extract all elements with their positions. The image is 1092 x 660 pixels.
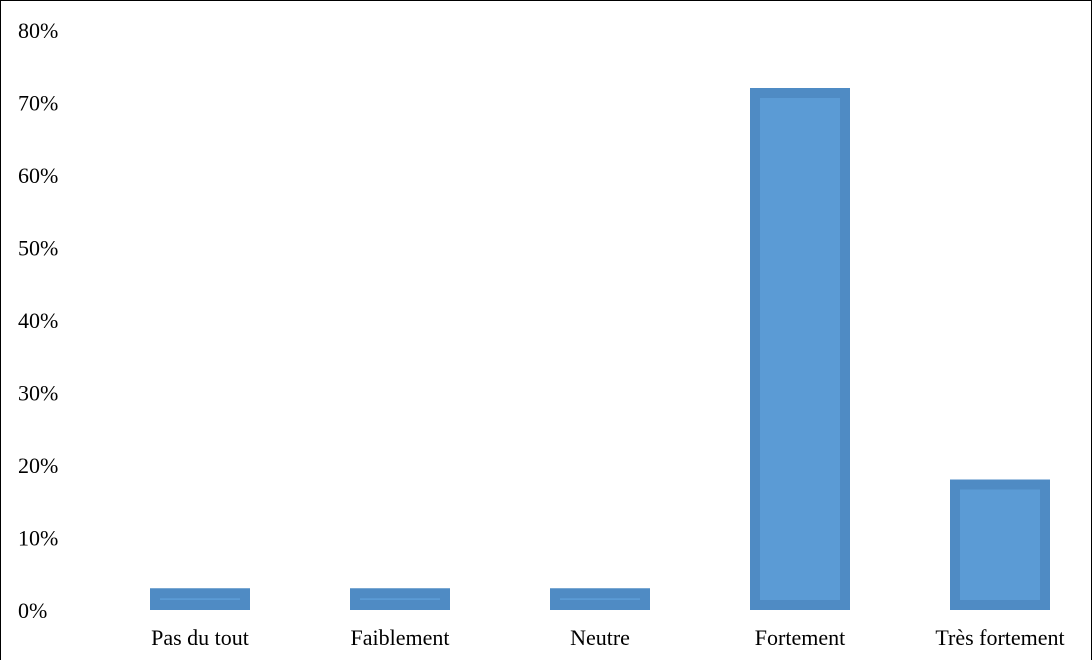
x-category-label: Fortement <box>755 625 845 650</box>
bar <box>550 588 650 610</box>
bar-fill <box>960 489 1040 600</box>
y-tick-label: 60% <box>18 163 58 188</box>
bar-fill <box>360 598 440 600</box>
bars <box>150 88 1050 610</box>
y-tick-label: 30% <box>18 381 58 406</box>
y-tick-label: 20% <box>18 453 58 478</box>
bar <box>350 588 450 610</box>
x-category-label: Neutre <box>570 625 630 650</box>
bar <box>150 588 250 610</box>
bar <box>750 88 850 610</box>
x-category-label: Faiblement <box>351 625 450 650</box>
y-tick-label: 40% <box>18 308 58 333</box>
bar-fill <box>760 98 840 600</box>
x-axis: Pas du tout Faiblement Neutre Fortement Très… <box>151 625 1065 650</box>
bar <box>950 479 1050 610</box>
y-tick-label: 70% <box>18 91 58 116</box>
bar-fill <box>160 598 240 600</box>
y-axis: 0% 10% 20% 30% 40% 50% 60% 70% 80% <box>18 18 58 623</box>
y-tick-label: 0% <box>18 598 47 623</box>
x-category-label: Très fortement <box>935 625 1064 650</box>
y-tick-label: 80% <box>18 18 58 43</box>
y-tick-label: 50% <box>18 236 58 261</box>
y-tick-label: 10% <box>18 526 58 551</box>
x-category-label: Pas du tout <box>151 625 249 650</box>
bar-fill <box>560 598 640 600</box>
